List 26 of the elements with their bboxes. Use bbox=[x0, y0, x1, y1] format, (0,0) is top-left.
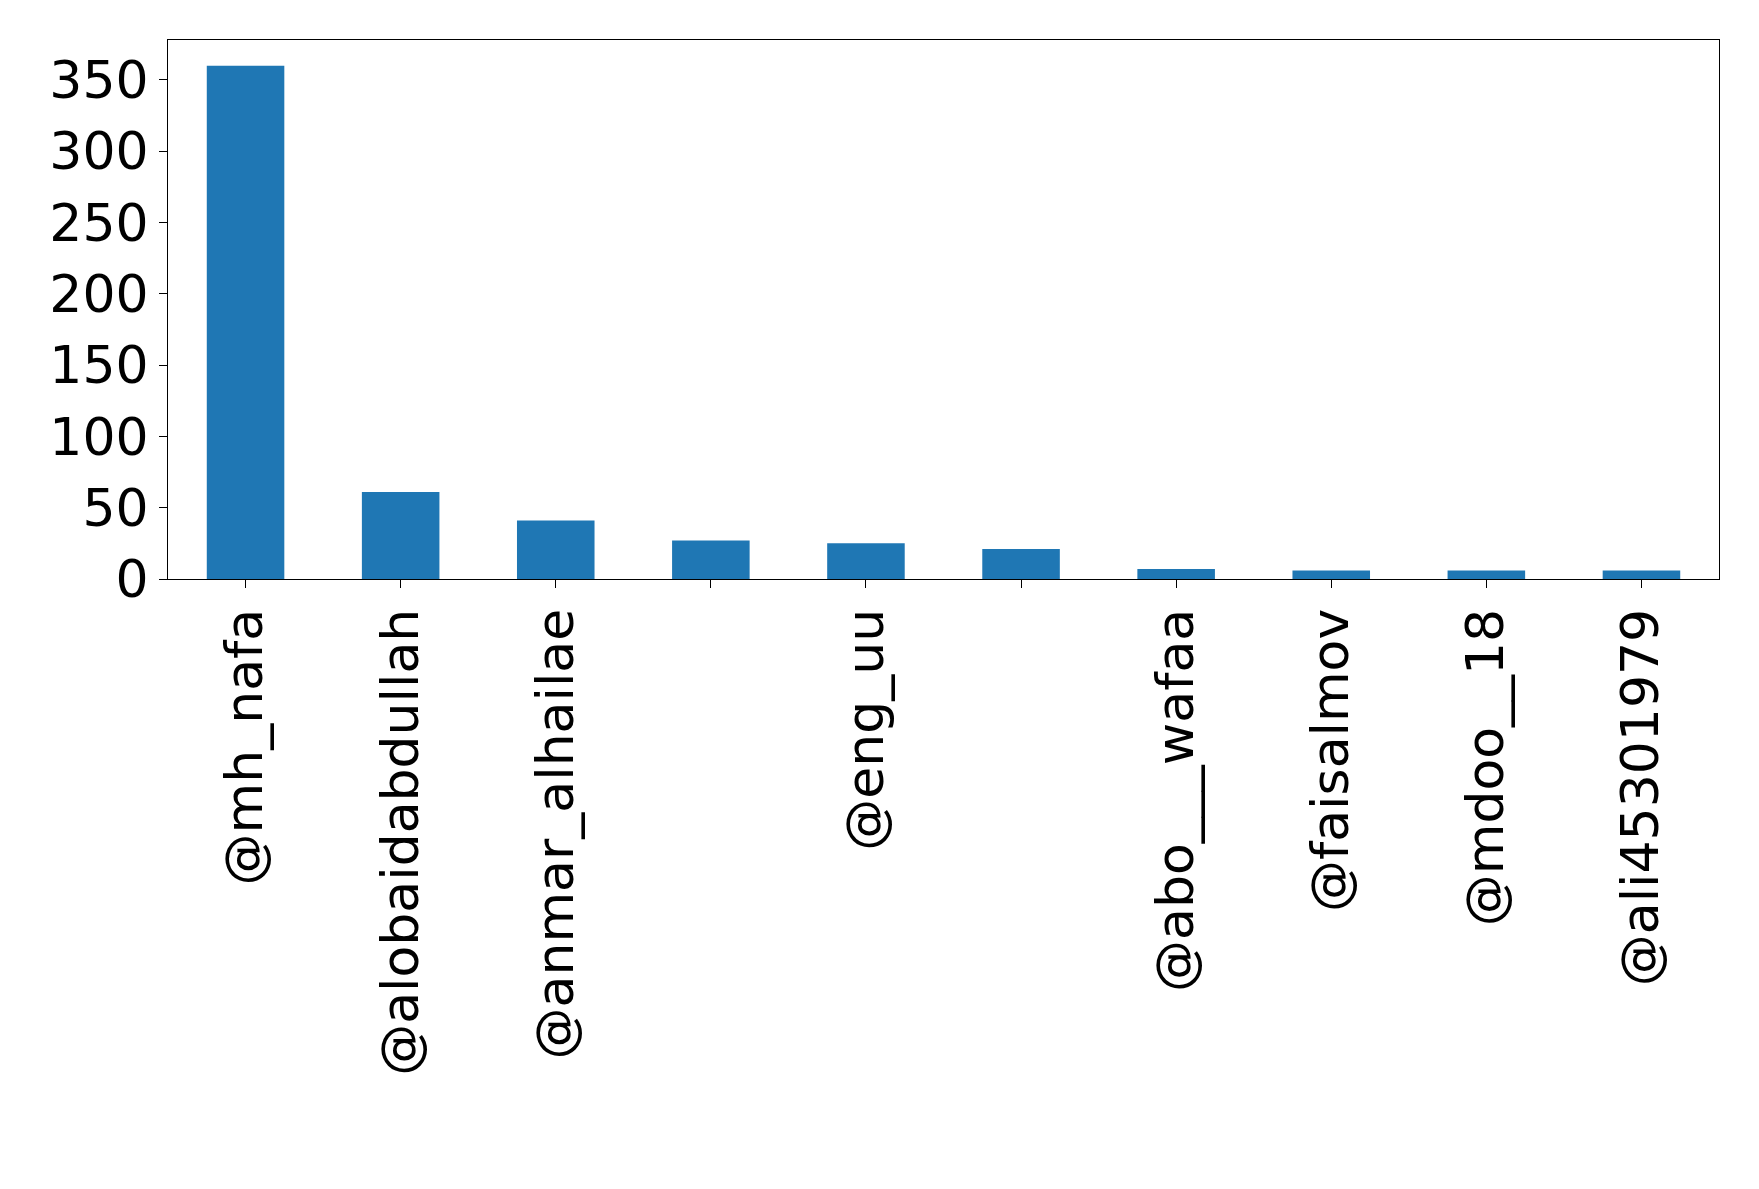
x-tick-label: @abo___wafaa bbox=[1145, 608, 1206, 992]
x-tick-label: @mh_nafa bbox=[214, 608, 275, 886]
y-tick-label: 0 bbox=[115, 549, 149, 610]
bar bbox=[1292, 570, 1371, 579]
bar bbox=[982, 549, 1060, 579]
y-tick-label: 300 bbox=[49, 121, 149, 182]
y-tick-label: 100 bbox=[49, 406, 149, 467]
x-tick-label: @anmar_alhailae bbox=[524, 608, 585, 1060]
y-tick-label: 150 bbox=[49, 335, 149, 396]
bar bbox=[672, 540, 750, 579]
bar bbox=[1137, 569, 1215, 579]
x-tick-label: @eng_uu bbox=[834, 608, 895, 851]
y-tick-label: 50 bbox=[82, 477, 149, 538]
x-tick-label: @faisalmov bbox=[1300, 608, 1361, 913]
y-tick-label: 250 bbox=[49, 192, 149, 253]
bar bbox=[827, 543, 905, 579]
bar bbox=[1602, 570, 1681, 579]
bar bbox=[1447, 570, 1526, 579]
x-tick-label: @ali45301979 bbox=[1610, 608, 1671, 987]
x-tick-label: @alobaidabdullah bbox=[369, 608, 430, 1076]
bar bbox=[516, 520, 595, 579]
y-tick-label: 200 bbox=[49, 264, 149, 325]
bar bbox=[206, 65, 285, 579]
x-tick-label: @mdoo__18 bbox=[1455, 608, 1516, 927]
y-tick-label: 350 bbox=[49, 50, 149, 111]
bar bbox=[361, 492, 440, 579]
